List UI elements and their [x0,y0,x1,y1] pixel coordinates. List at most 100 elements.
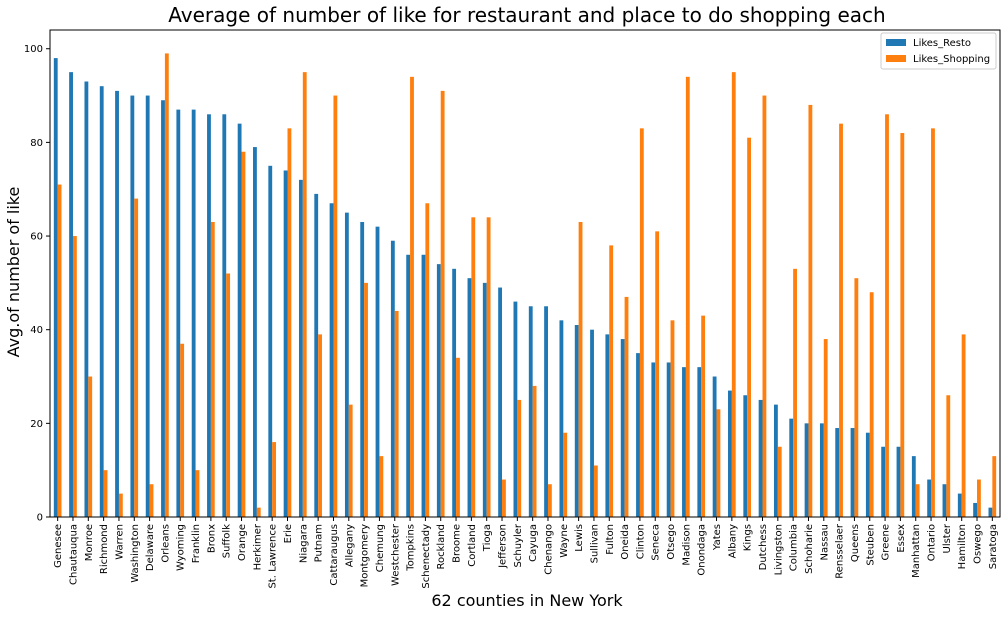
legend-label: Likes_Shopping [913,54,990,65]
x-tick-label: Ulster [942,523,953,553]
x-tick-label: Madison [681,524,692,566]
y-tick-label: 80 [30,138,43,149]
x-tick-label: Wyoming [176,524,187,571]
legend-label: Likes_Resto [913,38,971,49]
x-tick-label: Putnam [314,524,325,562]
bar-likes-shopping [685,76,690,517]
bar-likes-shopping [241,151,246,517]
x-tick-label: Suffolk [222,524,233,558]
x-tick-label: Nassau [819,524,830,561]
bar-likes-shopping [379,456,384,518]
x-tick-label: Yates [712,524,723,551]
x-tick-label: Otsego [666,524,677,560]
x-tick-label: Cayuga [528,524,539,562]
x-tick-label: Orleans [160,524,171,563]
bar-likes-shopping [302,72,307,517]
y-tick-label: 20 [30,419,43,430]
bar-likes-resto [651,362,656,517]
x-tick-label: Dutchess [758,524,769,570]
x-tick-label: St. Lawrence [268,524,279,589]
bar-likes-resto [298,179,303,517]
bar-likes-resto [498,287,503,517]
bar-likes-resto [881,446,886,517]
legend: Likes_Resto Likes_Shopping [880,32,997,70]
legend-swatch [886,55,906,62]
bar-likes-resto [697,367,702,517]
bar-likes-shopping [609,245,614,517]
bar-likes-resto [421,254,426,517]
x-tick-label: Richmond [99,524,110,574]
bar-likes-resto [53,58,58,517]
bar-likes-resto [253,147,257,517]
bar-likes-shopping [655,231,660,518]
bar-likes-shopping [134,198,139,517]
x-tick-label: Cattaraugus [329,524,340,586]
bar-likes-shopping [961,334,966,518]
y-tick-label: 100 [24,44,43,55]
bar-likes-resto [482,282,487,517]
bar-likes-resto [712,376,717,517]
bar-likes-resto [360,221,365,518]
x-tick-label: Fulton [605,524,616,555]
bar-likes-shopping [195,470,200,517]
x-tick-label: Albany [727,524,738,558]
legend-box [880,32,997,70]
bar-likes-resto [973,502,978,517]
bar-likes-resto [942,484,947,517]
bar-likes-resto [191,109,196,518]
bar-likes-shopping [869,292,874,517]
bar-likes-shopping [333,95,338,517]
bar-likes-resto [283,170,288,518]
x-tick-label: Chenango [543,524,554,575]
x-tick-label: Queens [850,524,861,562]
x-tick-label: Niagara [298,524,309,563]
axes-group: 0 20 40 60 80 100 Genesee Chautauqua Monroe Richm… [24,29,1001,589]
bar-likes-resto [758,399,763,517]
x-tick-label: Hamilton [957,524,968,569]
bar-likes-resto [819,423,824,517]
bar-likes-resto [850,428,855,517]
bar-likes-shopping [456,357,460,517]
bar-likes-shopping [563,432,568,517]
x-tick-label: Tioga [482,524,493,552]
x-tick-label: Warren [114,524,125,560]
x-tick-label: Tompkins [406,524,417,572]
bar-likes-shopping [425,203,430,517]
x-tick-label: Steuben [865,524,876,566]
bar-likes-shopping [946,395,951,517]
x-tick-label: Sullivan [589,524,600,563]
legend-swatch [886,39,906,46]
bar-likes-shopping [364,282,368,517]
bar-likes-shopping [180,343,185,517]
x-tick-label: Wayne [559,524,570,558]
bar-likes-shopping [517,399,522,517]
bar-likes-resto [452,268,457,517]
x-tick-label: Livingston [773,524,784,575]
x-tick-label: Oswego [973,524,984,564]
bar-likes-shopping [410,76,414,517]
bar-likes-resto [544,306,548,517]
x-tick-label: Rockland [436,524,447,570]
bar-likes-shopping [762,95,767,517]
bar-likes-resto [344,212,349,518]
x-tick-label: Manhattan [911,524,922,578]
bar-likes-resto [835,428,840,517]
bar-likes-resto [957,493,962,517]
bar-likes-shopping [118,493,123,517]
bar-likes-shopping [440,90,445,518]
x-tick-label: Schoharie [804,524,815,574]
y-tick-label: 0 [37,513,43,524]
x-tick-label: Kings [743,524,754,551]
bar-likes-shopping [486,217,491,517]
bar-likes-shopping [624,296,629,517]
bars-group [53,53,997,518]
bar-likes-resto [605,334,610,518]
x-tick-label: Schenectady [421,524,432,589]
x-tick-label: Lewis [574,524,585,552]
bar-likes-shopping [272,442,277,517]
bar-likes-shopping [839,123,843,518]
x-tick-label: Jefferson [498,524,509,569]
x-tick-label: Erie [283,524,294,543]
bar-likes-resto [375,226,380,518]
